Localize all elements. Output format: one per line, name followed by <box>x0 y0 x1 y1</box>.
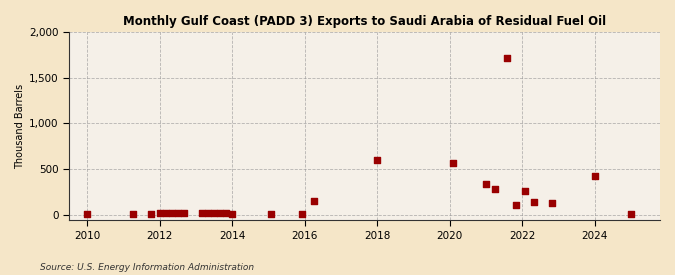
Y-axis label: Thousand Barrels: Thousand Barrels <box>15 84 25 169</box>
Point <box>202 211 213 215</box>
Point <box>529 199 539 204</box>
Point <box>520 189 531 193</box>
Point <box>589 174 600 179</box>
Point <box>308 199 319 203</box>
Point <box>511 203 522 207</box>
Point <box>179 211 190 215</box>
Point <box>626 212 637 216</box>
Point <box>266 212 277 217</box>
Point <box>161 211 171 215</box>
Point <box>215 210 225 215</box>
Point <box>227 212 238 216</box>
Point <box>166 210 177 215</box>
Point <box>372 158 383 162</box>
Point <box>127 212 138 216</box>
Point <box>481 182 491 186</box>
Point <box>296 212 307 217</box>
Point <box>173 211 184 215</box>
Point <box>221 211 232 215</box>
Point <box>448 161 458 165</box>
Point <box>197 211 208 216</box>
Point <box>502 55 512 60</box>
Point <box>489 186 500 191</box>
Point <box>145 211 156 216</box>
Point <box>547 200 558 205</box>
Point <box>82 212 92 217</box>
Point <box>209 211 219 215</box>
Point <box>155 211 165 216</box>
Title: Monthly Gulf Coast (PADD 3) Exports to Saudi Arabia of Residual Fuel Oil: Monthly Gulf Coast (PADD 3) Exports to S… <box>123 15 606 28</box>
Text: Source: U.S. Energy Information Administration: Source: U.S. Energy Information Administ… <box>40 263 254 272</box>
